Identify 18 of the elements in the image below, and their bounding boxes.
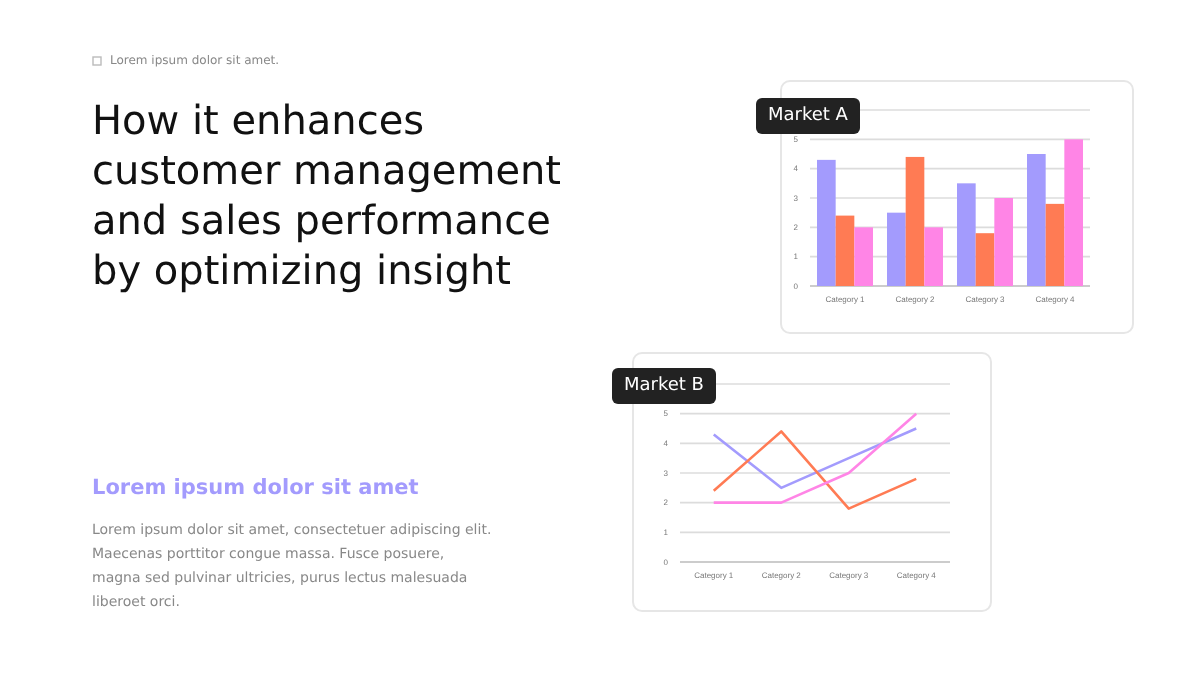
bar: [1027, 154, 1046, 286]
text: Lorem ipsum dolor sit amet: [92, 476, 419, 500]
bar: [994, 198, 1013, 286]
bar: [854, 227, 873, 286]
bar: [835, 215, 855, 286]
chart-title: Market B: [612, 368, 716, 404]
bar: [957, 183, 976, 286]
line-series: [712, 427, 918, 490]
bar: [1064, 139, 1083, 286]
text: How it enhances customer management and sales performance by optimizing insight: [92, 96, 562, 296]
line-series: [712, 430, 918, 510]
bar: [924, 227, 943, 286]
chart-title: Market A: [756, 98, 860, 134]
bar: [817, 159, 836, 286]
bar: [887, 212, 906, 286]
bar: [905, 156, 925, 286]
bar: [975, 233, 995, 286]
bar: [1045, 203, 1065, 286]
